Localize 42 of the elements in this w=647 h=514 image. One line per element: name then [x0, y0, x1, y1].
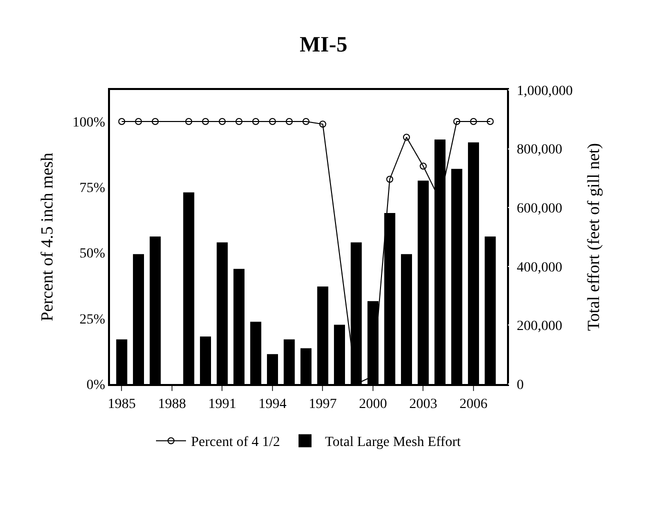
- x-tick-label: 1997: [308, 396, 337, 412]
- point: [470, 118, 477, 125]
- point: [453, 118, 460, 125]
- y-axis-title: Percent of 4.5 inch mesh: [38, 152, 57, 322]
- point: [134, 118, 142, 125]
- y2-tick-label: 1,000,000: [516, 84, 573, 99]
- x-tick-label: 1994: [258, 396, 286, 412]
- y-tick-label: 25%: [80, 312, 106, 328]
- y2-tick-label: 200,000: [516, 319, 562, 334]
- point: [252, 118, 260, 125]
- x-tick-label: 1991: [208, 396, 236, 412]
- x-tick-label: 1985: [108, 396, 136, 412]
- point: [420, 162, 427, 170]
- y-tick-label: 50%: [80, 246, 106, 262]
- y2-tick-label: 0: [516, 378, 524, 393]
- point: [218, 118, 226, 125]
- point: [185, 118, 192, 125]
- y2-axis-title: Total effort (feet of gill net): [584, 143, 604, 331]
- point: [302, 118, 310, 125]
- legend-label: Percent of 4 1/2: [191, 435, 280, 450]
- x-tick-label: 2000: [358, 396, 387, 412]
- point: [202, 118, 209, 125]
- point: [118, 118, 126, 125]
- y-tick-label: 100%: [72, 115, 106, 130]
- point: [386, 176, 394, 183]
- y-tick-label: 0%: [86, 378, 106, 393]
- x-tick-label: 2006: [460, 396, 488, 412]
- legend-label: Total Large Mesh Effort: [325, 435, 461, 450]
- point: [235, 118, 242, 125]
- y2-tick-label: 800,000: [516, 142, 562, 158]
- point: [152, 118, 159, 125]
- point: [402, 134, 410, 141]
- point: [268, 118, 276, 125]
- x-tick-label: 2003: [409, 396, 438, 412]
- y2-tick-label: 600,000: [516, 202, 562, 216]
- chart-title: MI-5: [300, 31, 348, 56]
- y2-tick-label: 400,000: [516, 260, 562, 276]
- point: [319, 120, 326, 128]
- x-tick-label: 1988: [158, 396, 186, 412]
- point: [286, 118, 293, 125]
- point: [486, 118, 494, 125]
- y-tick-label: 75%: [80, 181, 106, 196]
